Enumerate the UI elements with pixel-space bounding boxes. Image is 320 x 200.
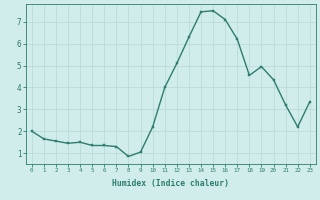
X-axis label: Humidex (Indice chaleur): Humidex (Indice chaleur) bbox=[112, 179, 229, 188]
